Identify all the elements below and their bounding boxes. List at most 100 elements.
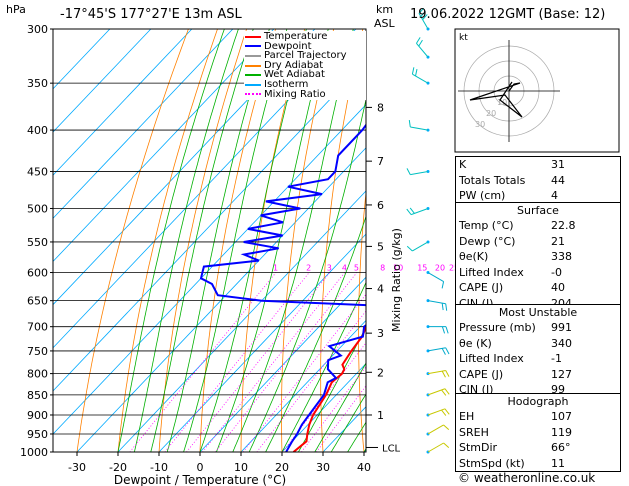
temp-tick-label: -20: [109, 461, 127, 474]
mixing-ratio-label: 25: [449, 264, 459, 273]
legend-entry: Wet Adiabat: [244, 70, 366, 80]
datetime-title: 19.06.2022 12GMT (Base: 12): [410, 7, 606, 22]
x-axis-label: Dewpoint / Temperature (°C): [114, 473, 286, 486]
surface-label: Dewp (°C): [459, 234, 516, 248]
hodograph-row: EH 107: [456, 409, 620, 425]
wet-adiabat-line: [330, 393, 366, 452]
surface-value: 338: [551, 250, 572, 263]
temp-tick-label: 20: [275, 461, 289, 474]
legend-label: Dry Adiabat: [264, 59, 324, 71]
wind-barb: [426, 271, 445, 289]
most-unstable-value: 340: [551, 336, 572, 350]
dry-adiabat-line: [431, 29, 450, 452]
hodograph-label: StmSpd (kt): [459, 456, 525, 470]
wind-barb: [406, 168, 430, 176]
pressure-tick-label: 400: [27, 124, 48, 137]
pressure-tick-label: 900: [27, 409, 48, 422]
legend-entry: Dewpoint: [244, 41, 366, 52]
mixing-ratio-label: 2: [306, 264, 311, 273]
most-unstable-value: 99: [551, 383, 565, 396]
legend-entry: Mixing Ratio: [244, 88, 366, 100]
mixing-ratio-label: 15: [417, 264, 427, 273]
hodograph-ring-label: 10: [497, 98, 507, 107]
most-unstable-value: 127: [551, 367, 572, 381]
km-label: km: [376, 3, 394, 16]
hodograph-trace: [469, 81, 523, 118]
hodograph-row: SREH 119: [456, 425, 620, 441]
legend-label: Isotherm: [264, 78, 309, 90]
surface-row: θe(K) 338: [456, 249, 620, 265]
most-unstable-row: CIN (J) 99: [456, 382, 620, 398]
mixing-ratio-line: [202, 272, 346, 452]
mixing-ratio-line: [315, 385, 366, 452]
most-unstable-value: 991: [551, 321, 572, 334]
most-unstable-table: Most Unstable Pressure (mb) 991 θe (K) 340 L…: [455, 304, 621, 399]
pressure-tick-label: 500: [27, 202, 48, 215]
isotherm-line: [158, 233, 366, 452]
most-unstable-row: θe (K) 340: [456, 336, 620, 352]
km-tick-label: 8: [377, 101, 384, 114]
km-tick-label: 2: [377, 366, 384, 379]
dry-adiabat-line: [624, 29, 629, 452]
legend-entry: Parcel Trajectory: [244, 51, 366, 61]
mixing-ratio-line: [186, 272, 331, 452]
surface-value: 21: [551, 234, 565, 248]
wind-barb: [426, 299, 448, 311]
hodograph-ring-label: 20: [486, 109, 496, 118]
hodograph-label: EH: [459, 410, 475, 423]
location-title: -17°45'S 177°27'E 13m ASL: [60, 7, 242, 22]
asl-label: ASL: [374, 17, 395, 30]
legend-entry: Isotherm: [244, 80, 366, 90]
wind-barb: [408, 119, 430, 132]
wind-barb: [418, 7, 430, 31]
surface-row: Dewp (°C) 21: [456, 234, 620, 250]
legend-swatch: [245, 45, 261, 48]
pressure-tick-label: 300: [27, 23, 48, 36]
wind-barb: [426, 388, 450, 397]
km-tick-label: 4: [377, 283, 384, 296]
dewpoint-line: [199, 123, 366, 452]
mixing-ratio-label: 5: [354, 264, 359, 273]
most-unstable-row: CAPE (J) 127: [456, 367, 620, 383]
pressure-tick-label: 600: [27, 267, 48, 280]
surface-value: 22.8: [551, 219, 576, 232]
dry-adiabat-line: [76, 29, 189, 452]
mixing-ratio-axis-label: Mixing Ratio (g/kg): [390, 228, 403, 332]
temp-tick-label: 0: [197, 461, 204, 474]
dry-adiabat-line: [117, 29, 218, 452]
pressure-tick-label: 450: [27, 165, 48, 178]
mixing-ratio-label: 20: [435, 264, 445, 273]
wet-adiabat-line: [117, 29, 225, 452]
hodograph-row: StmSpd (kt) 11: [456, 456, 620, 472]
pressure-tick-label: 850: [27, 389, 48, 402]
surface-value: 40: [551, 281, 565, 294]
tt-value: 44: [551, 173, 565, 187]
surface-label: θe(K): [459, 250, 489, 263]
k-value: 31: [551, 158, 565, 171]
isotherm-line: [53, 104, 366, 435]
wind-barb: [426, 424, 450, 436]
k-label: K: [459, 158, 467, 171]
most-unstable-label: Pressure (mb): [459, 321, 536, 334]
copyright: © weatheronline.co.uk: [458, 471, 596, 485]
indices-table: K 31 Totals Totals 44 PW (cm) 4: [455, 156, 621, 205]
surface-title: Surface: [517, 204, 559, 217]
wind-barb: [406, 206, 430, 216]
km-tick-label: 3: [377, 327, 384, 340]
pw-label: PW (cm): [459, 189, 506, 202]
pressure-tick-label: 750: [27, 345, 48, 358]
legend-label: Mixing Ratio: [264, 88, 326, 100]
surface-label: Lifted Index: [459, 265, 524, 279]
legend-swatch: [245, 83, 261, 86]
mixing-ratio-line: [301, 366, 366, 452]
most-unstable-row: Pressure (mb) 991: [456, 320, 620, 336]
legend-swatch: [245, 64, 261, 67]
pressure-tick-label: 350: [27, 77, 48, 90]
legend-label: Temperature: [264, 31, 328, 42]
most-unstable-title: Most Unstable: [498, 306, 578, 319]
legend-swatch: [245, 35, 261, 38]
isotherm-line: [53, 29, 275, 263]
legend: Temperature Dewpoint Parcel Trajectory Dry …: [244, 31, 366, 101]
isotherm-line: [76, 147, 366, 452]
most-unstable-row: Lifted Index -1: [456, 351, 620, 367]
